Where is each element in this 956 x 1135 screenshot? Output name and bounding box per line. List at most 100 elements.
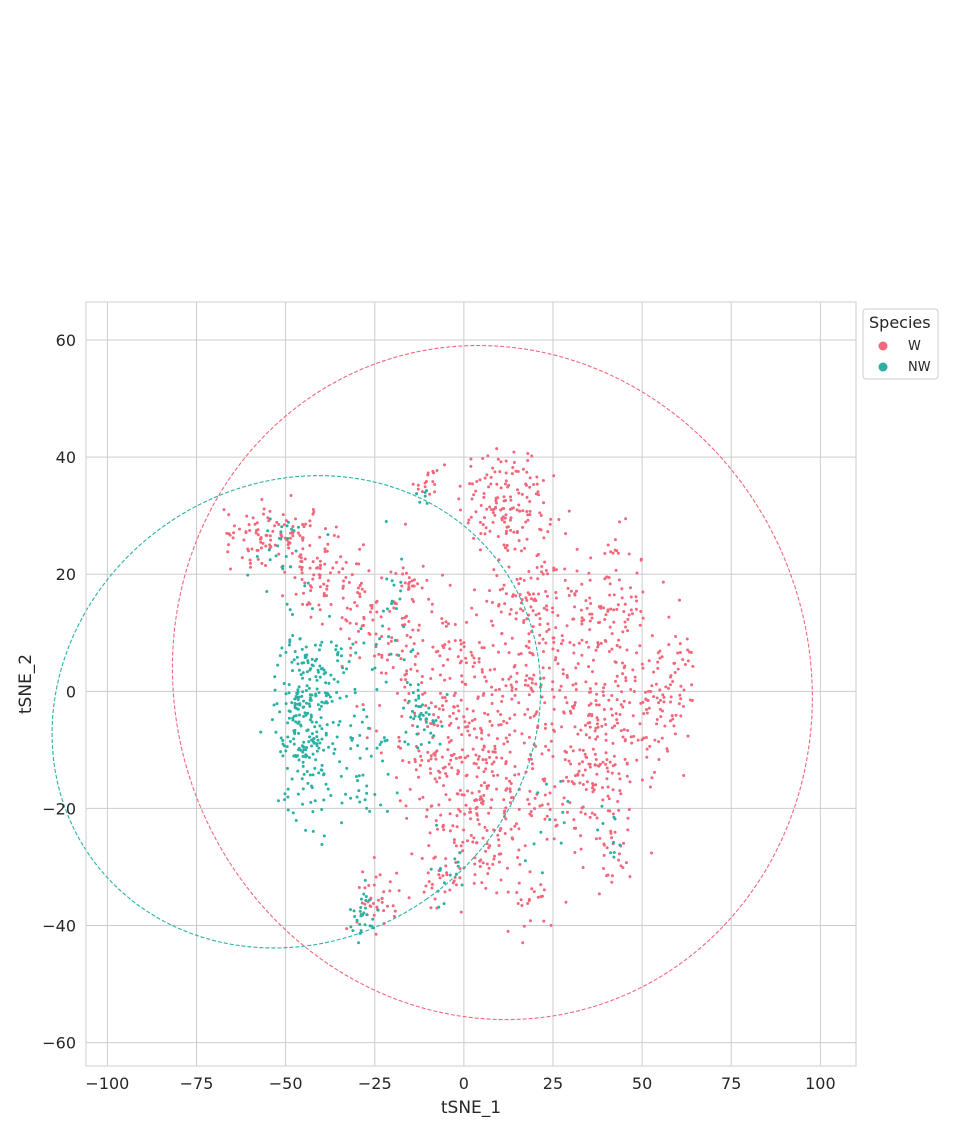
point-nw: [448, 873, 452, 877]
point-nw: [290, 527, 294, 531]
point-w: [525, 674, 529, 678]
point-nw: [397, 653, 401, 657]
point-nw: [364, 894, 368, 898]
point-nw: [562, 821, 566, 825]
point-w: [512, 530, 516, 534]
point-w: [690, 683, 694, 687]
point-nw: [424, 717, 428, 721]
point-w: [502, 506, 506, 510]
point-w: [504, 817, 508, 821]
point-w: [527, 802, 531, 806]
point-w: [504, 592, 508, 596]
point-w: [440, 755, 444, 759]
point-nw: [290, 660, 294, 664]
point-nw: [354, 651, 358, 655]
point-w: [645, 711, 649, 715]
point-nw: [284, 749, 288, 753]
point-nw: [402, 658, 406, 662]
point-nw: [326, 787, 330, 791]
point-w: [638, 623, 642, 627]
point-w: [486, 872, 490, 876]
point-w: [407, 587, 411, 591]
point-w: [382, 890, 386, 894]
point-w: [493, 854, 497, 858]
point-w: [627, 552, 631, 556]
point-w: [575, 569, 579, 573]
point-w: [664, 685, 668, 689]
point-w: [516, 855, 520, 859]
point-w: [604, 738, 608, 742]
point-w: [485, 842, 489, 846]
point-w: [441, 824, 445, 828]
point-nw: [324, 782, 328, 786]
point-w: [512, 450, 516, 454]
point-w: [676, 667, 680, 671]
point-nw: [349, 724, 353, 728]
point-w: [497, 723, 501, 727]
point-w: [604, 732, 608, 736]
point-w: [436, 827, 440, 831]
point-w: [407, 585, 411, 589]
point-w: [259, 540, 263, 544]
point-w: [287, 546, 291, 550]
series-w-points: [222, 447, 695, 945]
point-nw: [315, 744, 319, 748]
point-nw: [418, 713, 422, 717]
point-nw: [276, 663, 280, 667]
point-nw: [324, 694, 328, 698]
point-nw: [281, 738, 285, 742]
point-w: [337, 570, 341, 574]
point-w: [350, 573, 354, 577]
point-w: [525, 509, 529, 513]
point-w: [240, 556, 244, 560]
point-nw: [294, 549, 298, 553]
point-w: [408, 787, 412, 791]
point-w: [541, 478, 545, 482]
point-w: [459, 910, 463, 914]
point-w: [520, 598, 524, 602]
point-w: [504, 736, 508, 740]
point-w: [523, 844, 527, 848]
point-w: [617, 578, 621, 582]
point-nw: [381, 609, 385, 613]
point-w: [354, 640, 358, 644]
point-w: [579, 728, 583, 732]
point-w: [468, 482, 472, 486]
point-w: [416, 582, 420, 586]
point-w: [623, 620, 627, 624]
point-nw: [423, 494, 427, 498]
point-w: [573, 774, 577, 778]
point-w: [380, 635, 384, 639]
point-nw: [282, 681, 286, 685]
point-nw: [361, 773, 365, 777]
point-w: [568, 641, 572, 645]
x-tick-label: 25: [543, 1074, 563, 1093]
point-w: [420, 856, 424, 860]
point-w: [678, 650, 682, 654]
point-w: [544, 569, 548, 573]
point-w: [668, 683, 672, 687]
point-w: [318, 566, 322, 570]
point-nw: [297, 668, 301, 672]
point-w: [605, 758, 609, 762]
point-nw: [322, 668, 326, 672]
point-w: [568, 709, 572, 713]
point-w: [248, 529, 252, 533]
point-nw: [305, 653, 309, 657]
point-w: [287, 540, 291, 544]
point-w: [481, 456, 485, 460]
point-w: [430, 886, 434, 890]
point-nw: [370, 924, 374, 928]
point-nw: [370, 668, 374, 672]
point-w: [533, 807, 537, 811]
point-w: [482, 491, 486, 495]
point-w: [547, 666, 551, 670]
point-w: [426, 750, 430, 754]
point-w: [404, 678, 408, 682]
point-w: [486, 713, 490, 717]
point-w: [521, 941, 525, 945]
point-w: [671, 679, 675, 683]
point-w: [473, 675, 477, 679]
point-w: [682, 688, 686, 692]
point-w: [368, 632, 372, 636]
